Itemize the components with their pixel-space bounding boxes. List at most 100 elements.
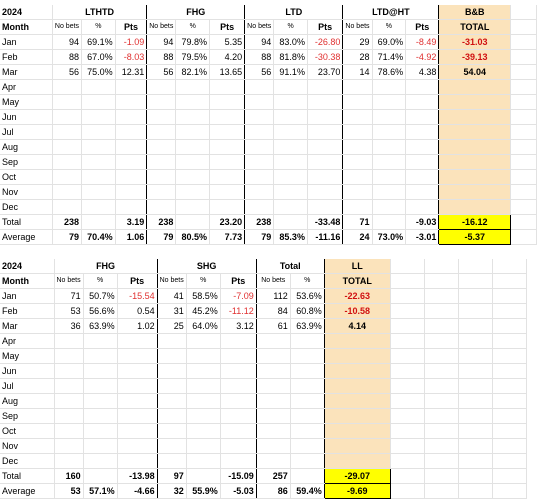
group-header[interactable]: LTD xyxy=(244,5,344,20)
cell[interactable]: -30.38 xyxy=(307,49,344,65)
empty-cell[interactable] xyxy=(390,303,425,319)
total-cell[interactable] xyxy=(438,94,512,110)
average-label[interactable]: Average xyxy=(0,229,53,245)
cell[interactable]: 63.9% xyxy=(83,318,118,334)
cell[interactable]: 88 xyxy=(244,49,275,65)
empty-cell[interactable] xyxy=(175,124,211,140)
cell[interactable]: 56 xyxy=(52,64,83,80)
empty-cell[interactable] xyxy=(256,453,291,469)
cell[interactable]: 25 xyxy=(157,318,187,334)
cell[interactable]: 13.65 xyxy=(209,64,246,80)
empty-cell[interactable] xyxy=(175,79,211,95)
month-cell[interactable]: May xyxy=(0,348,55,364)
cell[interactable]: 3.19 xyxy=(115,214,148,230)
empty-cell[interactable] xyxy=(405,199,440,215)
empty-cell[interactable] xyxy=(458,333,493,349)
cell[interactable]: 94 xyxy=(52,34,83,50)
empty-cell[interactable] xyxy=(290,393,325,409)
col-header[interactable]: % xyxy=(372,19,407,35)
empty-cell[interactable] xyxy=(510,139,537,155)
empty-cell[interactable] xyxy=(117,378,158,394)
empty-cell[interactable] xyxy=(372,199,407,215)
empty-cell[interactable] xyxy=(157,363,187,379)
empty-cell[interactable] xyxy=(342,79,373,95)
cell[interactable]: -15.54 xyxy=(117,288,158,304)
empty-cell[interactable] xyxy=(510,34,537,50)
cell[interactable]: 24 xyxy=(342,229,373,245)
empty-cell[interactable] xyxy=(424,468,459,484)
empty-cell[interactable] xyxy=(424,333,459,349)
empty-cell[interactable] xyxy=(390,483,425,499)
empty-cell[interactable] xyxy=(424,348,459,364)
empty-cell[interactable] xyxy=(209,184,246,200)
empty-cell[interactable] xyxy=(424,483,459,499)
empty-cell[interactable] xyxy=(256,408,291,424)
average-label[interactable]: Average xyxy=(0,483,55,499)
cell[interactable] xyxy=(290,468,325,484)
empty-cell[interactable] xyxy=(424,408,459,424)
empty-cell[interactable] xyxy=(115,199,148,215)
empty-cell[interactable] xyxy=(220,378,257,394)
cell[interactable]: 23.70 xyxy=(307,64,344,80)
month-cell[interactable]: Apr xyxy=(0,333,55,349)
empty-cell[interactable] xyxy=(424,259,459,274)
average-total-cell[interactable]: -9.69 xyxy=(323,483,391,499)
empty-cell[interactable] xyxy=(186,453,221,469)
empty-cell[interactable] xyxy=(458,483,493,499)
empty-cell[interactable] xyxy=(342,154,373,170)
grand-total-cell[interactable]: -29.07 xyxy=(323,468,391,484)
empty-cell[interactable] xyxy=(115,124,148,140)
month-cell[interactable]: Oct xyxy=(0,423,55,439)
cell[interactable]: 69.0% xyxy=(372,34,407,50)
empty-cell[interactable] xyxy=(157,393,187,409)
empty-cell[interactable] xyxy=(510,79,537,95)
cell[interactable]: 79 xyxy=(244,229,275,245)
empty-cell[interactable] xyxy=(492,408,527,424)
col-header[interactable]: Pts xyxy=(220,273,257,289)
empty-cell[interactable] xyxy=(273,169,308,185)
empty-cell[interactable] xyxy=(492,438,527,454)
cell[interactable] xyxy=(273,214,308,230)
empty-cell[interactable] xyxy=(290,348,325,364)
empty-cell[interactable] xyxy=(256,363,291,379)
empty-cell[interactable] xyxy=(115,169,148,185)
empty-cell[interactable] xyxy=(424,393,459,409)
empty-cell[interactable] xyxy=(510,124,537,140)
total-cell[interactable] xyxy=(438,79,512,95)
empty-cell[interactable] xyxy=(186,348,221,364)
empty-cell[interactable] xyxy=(256,438,291,454)
empty-cell[interactable] xyxy=(186,408,221,424)
empty-cell[interactable] xyxy=(83,453,118,469)
cell[interactable]: 94 xyxy=(146,34,177,50)
empty-cell[interactable] xyxy=(220,393,257,409)
cell[interactable]: 70.4% xyxy=(81,229,116,245)
cell[interactable]: 59.4% xyxy=(290,483,325,499)
month-cell[interactable]: Jul xyxy=(0,124,53,140)
cell[interactable]: 58.5% xyxy=(186,288,221,304)
cell[interactable]: 71.4% xyxy=(372,49,407,65)
cell[interactable]: 50.7% xyxy=(83,288,118,304)
empty-cell[interactable] xyxy=(290,453,325,469)
cell[interactable]: -4.66 xyxy=(117,483,158,499)
month-cell[interactable]: Nov xyxy=(0,438,55,454)
cell[interactable]: 14 xyxy=(342,64,373,80)
cell[interactable]: 7.73 xyxy=(209,229,246,245)
col-header[interactable]: Pts xyxy=(117,273,158,289)
empty-cell[interactable] xyxy=(157,348,187,364)
cell[interactable]: -8.49 xyxy=(405,34,440,50)
empty-cell[interactable] xyxy=(175,199,211,215)
empty-cell[interactable] xyxy=(342,124,373,140)
empty-cell[interactable] xyxy=(244,154,275,170)
cell[interactable]: 31 xyxy=(157,303,187,319)
month-cell[interactable]: Apr xyxy=(0,79,53,95)
empty-cell[interactable] xyxy=(492,288,527,304)
empty-cell[interactable] xyxy=(83,363,118,379)
cell[interactable]: 75.0% xyxy=(81,64,116,80)
empty-cell[interactable] xyxy=(458,363,493,379)
cell[interactable]: 79.5% xyxy=(175,49,211,65)
cell[interactable]: 83.0% xyxy=(273,34,308,50)
empty-cell[interactable] xyxy=(405,94,440,110)
cell[interactable]: 71 xyxy=(342,214,373,230)
empty-cell[interactable] xyxy=(307,94,344,110)
empty-cell[interactable] xyxy=(424,438,459,454)
